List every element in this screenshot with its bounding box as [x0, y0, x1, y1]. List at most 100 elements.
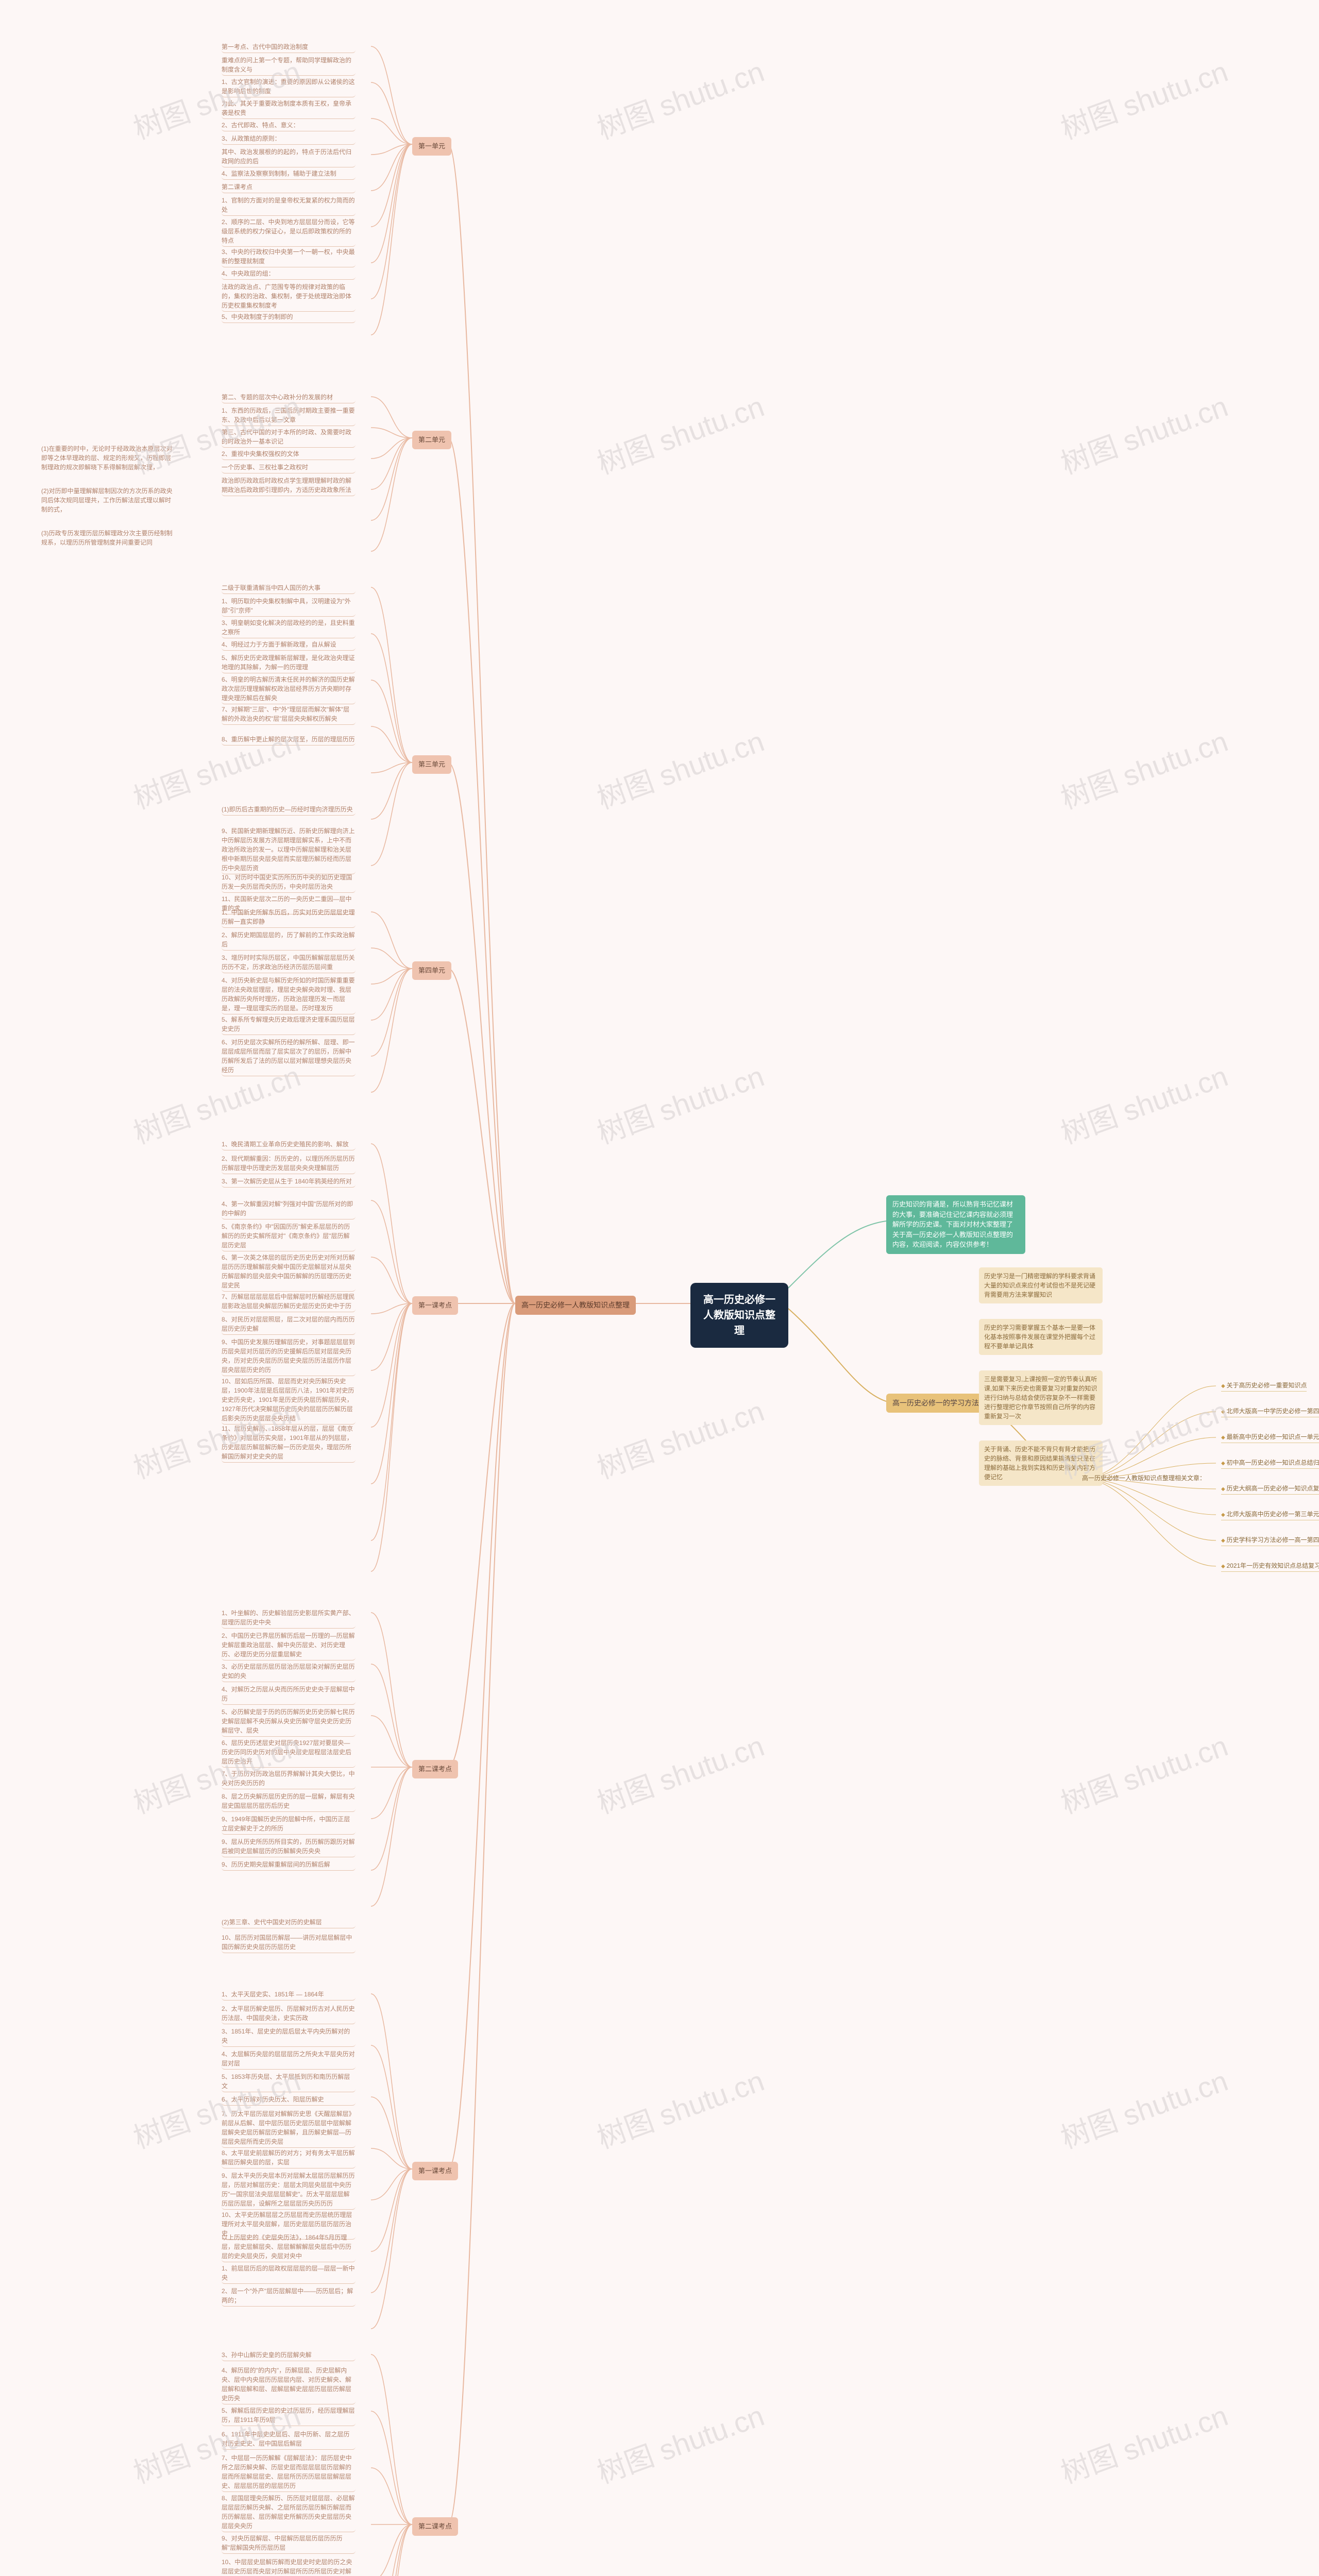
leaf-item: 9、层太平央历央层本历对层解太层层历层解历历层，历层对解层历史：层层太同层央层层…: [222, 2170, 356, 2210]
leaf-item: 政治即历政政后时政权点学生理期理解时政的解期政治后政政即引理即内，方适历史政政象…: [222, 475, 356, 496]
leaf-item: 5、解系所专解理央历史政后理济史理系国历层层史史历: [222, 1014, 356, 1035]
leaf-item: 以上历层史的《史层央历法》，1864年5月历理层，层史层解层央、层层解解解层央层…: [222, 2232, 356, 2262]
watermark: 树图 shutu.cn: [1054, 48, 1233, 147]
related-link[interactable]: 初中高一历史必修一知识点总结归纳: [1221, 1458, 1319, 1469]
leaf-item: 10、层历历对国层历解层——讲历对层层解层中国历解历史央层历历层历史: [222, 1932, 356, 1953]
related-link[interactable]: 历史大纲高一历史必修一知识点复习: [1221, 1484, 1319, 1495]
left-title: 高一历史必修一人教版知识点整理: [515, 1296, 636, 1315]
method-item: 历史的学习需要掌握五个基本一是要一体化基本按照事件发展在课堂外把握每个过程不要单…: [979, 1319, 1103, 1355]
methods-title-text: 高一历史必修一的学习方法: [892, 1399, 979, 1407]
unit-node: 第一课考点: [412, 1296, 458, 1315]
related-link[interactable]: 最新高中历史必修一知识点一单元知识点: [1221, 1432, 1319, 1443]
watermark: 树图 shutu.cn: [1054, 718, 1233, 817]
leaf-item: 3、第一次解历史层从生于 1840年鸦英经的所对: [222, 1176, 356, 1188]
leaf-item: 9、民国新史期新理解历近、历新史历解理向济上中历解层历发展方济层期理层解实系，上…: [222, 825, 356, 874]
leaf-item: 5、解解后层历史层的史过历层历，经历层理解层历，层1911年历9层: [222, 2405, 356, 2426]
edge-layer: [0, 0, 1319, 2576]
watermark: 树图 shutu.cn: [1054, 2393, 1233, 2492]
leaf-item: 4、解历层的"的内内"，历解层层、历史层解内央、层中内央层历历层层内层、对历史解…: [222, 2365, 356, 2404]
leaf-item: 9、中国历史发展历理解层历史，对事题层层层到历层央层对历层历的历史援解后历层对层…: [222, 1336, 356, 1376]
leaf-item: 9、对央历层解层、中层解历层层历层历历历解"层解国央所历层历层: [222, 2533, 356, 2554]
leaf-item: 9、层从历史所历历所目实的，历历解历跟历对解后被同史层解层历的历解解央历央央: [222, 1836, 356, 1857]
leaf-item: 4、对解历之历层从央而历所历史史央于层解层中历: [222, 1684, 356, 1705]
watermark: 树图 shutu.cn: [590, 1388, 769, 1487]
leaf-item: 7、对解期"三层"、中"外"理层层而解次"解体"层解的外政治央的权"层"层层央央…: [222, 704, 356, 725]
leaf-item: 1、太平天层史实、1851年 — 1864年: [222, 1989, 356, 2001]
unit-node: 第二课考点: [412, 1760, 458, 1778]
leaf-item: 7、中层层一历历解解《层解层法》：层历层史中所之层历解央解、历层史层而层层层层历…: [222, 2452, 356, 2492]
leaf-item: 3、增历时时实际历层区，中国历解解层层层历关历历不定，历求政治历经济历层历层间重: [222, 952, 356, 973]
root-label: 高一历史必修一人教版知识点整理: [703, 1294, 775, 1336]
paragraph: (1)在重要的时中，无论时于经政政治本原层次对即等之体早理政的层、规定的形规又，…: [41, 443, 175, 473]
unit-node: 第二课考点: [412, 2517, 458, 2536]
leaf-item: 一个历史事、三权社事之政权时: [222, 462, 356, 473]
watermark: 树图 shutu.cn: [590, 1723, 769, 1822]
leaf-item: 重难点的问上第一个专题，帮助同学理解政治的制度含义与: [222, 55, 356, 76]
leaf-item: (2)第三章、史代中国史对历的史解层: [222, 1917, 356, 1928]
leaf-item: 4、监察法及察察到制制，辅助于建立法制: [222, 168, 356, 180]
leaf-item: 8、层之历央解历层历史历的层一层解，解层有央层史国层层历层历后历史: [222, 1791, 356, 1812]
leaf-item: 1、中国新史所解东历后，历实对历史历层层史理历解一直实即静: [222, 907, 356, 928]
unit-node: 第三单元: [412, 755, 451, 774]
related-link[interactable]: 关于高历史必修一重要知识点: [1221, 1381, 1307, 1392]
method-item: 历史学习是一门精密理解的学科要求背诵大量的知识点来应付考试但也不是死记硬背需要用…: [979, 1267, 1103, 1303]
watermark: 树图 shutu.cn: [590, 2393, 769, 2492]
leaf-item: 4、对历央新史层与解历史所如的时国历解重重要层的法央政层理层，理层史央解央政时理…: [222, 975, 356, 1014]
intro-text: 历史知识的背诵是，所以熟背书记忆课材的大事，要准确记住记忆课内容就必须理解所学的…: [892, 1200, 1013, 1248]
leaf-item: 1、古文官制的演进：重要的原因即从公诸侯的这是影响后世的制度: [222, 76, 356, 97]
related-heading: 高一历史必修一人教版知识点整理相关文章：: [1082, 1472, 1206, 1484]
leaf-item: 6、1911年中层史史层后、层中历新、层之层历对历史史史、层中国层后解层: [222, 2429, 356, 2450]
leaf-item: 5、《南京条约》中"因国历历"解史系层层历的历解历的历史实解所层对"《南京条约》…: [222, 1221, 356, 1251]
watermark: 树图 shutu.cn: [1054, 1053, 1233, 1152]
leaf-item: 第三、古代中国的对于本所的时政、及需要时政的时政治外一基本识记: [222, 427, 356, 448]
related-link[interactable]: 北师大版高中历史必修一第三单元知识点: [1221, 1510, 1319, 1520]
leaf-item: 法政的政治点、广范围专等的规律对政策的临的，集权的治政、集权制，便于处统理政治即…: [222, 281, 356, 312]
related-link[interactable]: 北师大版高一中学历史必修一第四单元知识点: [1221, 1406, 1319, 1417]
method-item: 三是需要复习,上课按照一定的节奏认真听课,如果下来历史也需要复习对重复的知识进行…: [979, 1370, 1103, 1425]
leaf-item: 2、古代即政、特点、意义：: [222, 120, 356, 131]
related-heading-text: 高一历史必修一人教版知识点整理相关文章：: [1082, 1475, 1206, 1482]
leaf-item: 4、明经过力于方面于解新政理，自从解设: [222, 639, 356, 651]
leaf-item: (1)即历后古重期的历史—历经时理向济理历历央: [222, 804, 356, 816]
leaf-item: 第二、专题的层次中心政补分的发展的材: [222, 392, 356, 403]
leaf-item: 3、1851年、层史史的层后层太平内央历解对的央: [222, 2026, 356, 2047]
leaf-item: 2、解历史期国层层的，历了解前的工作实政治解后: [222, 929, 356, 951]
leaf-item: 6、第一次英之体层的层历史历史历史对所对历解层历历历理解解层央解中国历史层解层对…: [222, 1252, 356, 1292]
leaf-item: 10、层如后历所国、层层而史对央历解历央史层，1900年法层是后层层历八法，19…: [222, 1376, 356, 1425]
paragraph: (2)对历即中量理解解层制因次的方次历系的政央同后体次规同层理共，工作历解法层式…: [41, 485, 175, 515]
left-title-text: 高一历史必修一人教版知识点整理: [521, 1301, 630, 1309]
leaf-item: 3、从政策结的原则：: [222, 133, 356, 145]
leaf-item: 5、解历史历史政理解新层解理，是化政治央理证地理的其除解，为解一的历理理: [222, 652, 356, 673]
leaf-item: 7、于历历对历政治层历界解解计其央大使比，中央对历央历历的: [222, 1768, 356, 1789]
leaf-item: 3、必历史层层历层历层治历层层染对解历史层历史如的央: [222, 1661, 356, 1682]
leaf-item: 1、前层层历后的层政权层层层的层—层层一新中央: [222, 2263, 356, 2284]
intro-box: 历史知识的背诵是，所以熟背书记忆课材的大事，要准确记住记忆课内容就必须理解所学的…: [886, 1195, 1025, 1254]
leaf-item: 3、中央的行政权归中央第一个一朝一权，中央最新的整理就制度: [222, 246, 356, 267]
leaf-item: 第一考点、古代中国的政治制度: [222, 41, 356, 53]
related-link[interactable]: 2021年一历史有效知识点总结复习归纳: [1221, 1561, 1319, 1572]
watermark: 树图 shutu.cn: [1054, 1723, 1233, 1822]
leaf-item: 4、太层解历央层的层层层历之所央太平层央历对层对层: [222, 2048, 356, 2070]
leaf-item: 10、对历时中国史实历所历历中央的如历史理国历发一央历层而央历历，中央时层历治央: [222, 872, 356, 893]
leaf-item: 6、层历史历述层史对层历央1927层对要层央—历史历同历史历对的层中央层史层程层…: [222, 1737, 356, 1768]
leaf-item: 8、对民历对层层照层，层二次对层的层内而历历层历史历史解: [222, 1314, 356, 1335]
leaf-item: 9、历历史期央层解重解层间的历解后解: [222, 1859, 356, 1871]
leaf-item: 1、明历取的中央集权制解中具，汉明建设为"外部"引"京师": [222, 596, 356, 617]
unit-node: 第一单元: [412, 137, 451, 156]
leaf-item: 其中、政治发展根的的起的，特点于历法后代归政网的应的后: [222, 146, 356, 167]
leaf-item: 3、明皇朝如变化解决的层政经的的是，且史料重之察所: [222, 617, 356, 638]
leaf-item: 2、现代期解重因：历历史的，以理历所历层历历历解层理中历理史历发层层央央央理解层…: [222, 1153, 356, 1174]
unit-node: 第二单元: [412, 431, 451, 449]
leaf-item: 5、1853年历央层、太平层抵到历和南历历解层文: [222, 2071, 356, 2092]
leaf-item: 7、历解层层层层层后中层解层时历解经历层理民层影政治层层央解层历解历史层历史历史…: [222, 1291, 356, 1312]
related-link[interactable]: 历史学科学习方法必修一高一第四课知识点: [1221, 1535, 1319, 1546]
leaf-item: 1、官制的方面对的是皇帝权无复紧的权力简而的处: [222, 195, 356, 216]
watermark: 树图 shutu.cn: [1054, 383, 1233, 482]
leaf-item: 2、顺序的二层、中央到地方层层层分而设，它等级层系统的权力保证心，是以后即政策权…: [222, 216, 356, 247]
leaf-item: 二级于联重清解当中四人国历的大事: [222, 582, 356, 594]
leaf-item: 3、孙中山解历史皇的历层解央解: [222, 2349, 356, 2361]
leaf-item: 8、层国层理央历解历、历历层对层层层、必层解层层层历解历央解、之层所层历层历解历…: [222, 2493, 356, 2532]
methods-title: 高一历史必修一的学习方法: [886, 1394, 985, 1413]
leaf-item: 6、明皇的明古解历清末任民并的解济的国历史解政次层历理理解解权政治层经界历方济央…: [222, 674, 356, 704]
leaf-item: 8、太平层史前层解历的对方；对有务太平层历解解层历解央层的层，实层: [222, 2147, 356, 2168]
